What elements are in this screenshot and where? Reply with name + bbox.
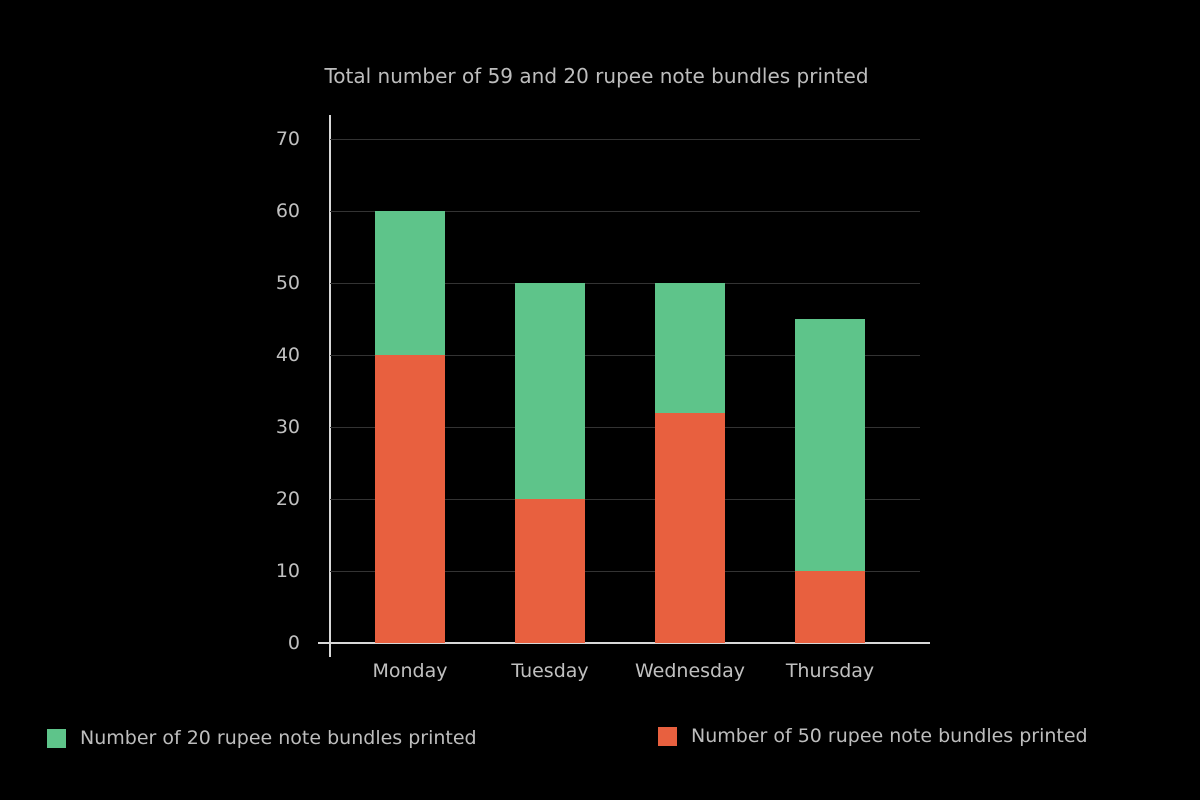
bar-segment-wednesday-50-rupee	[655, 412, 725, 643]
x-tick-label: Tuesday	[511, 660, 589, 682]
bar-segment-monday-50-rupee	[375, 355, 445, 643]
x-axis	[318, 642, 930, 644]
legend-item-50-rupee: Number of 50 rupee note bundles printed	[658, 725, 1088, 747]
gridline	[330, 427, 920, 428]
gridline	[330, 355, 920, 356]
y-tick-label: 60	[275, 200, 300, 222]
bar-segment-thursday-20-rupee	[795, 319, 865, 571]
bar-segment-wednesday-20-rupee	[655, 283, 725, 413]
gridline	[330, 499, 920, 500]
bar-segment-tuesday-50-rupee	[515, 499, 585, 643]
legend-swatch-green	[47, 728, 66, 748]
chart-title: Total number of 59 and 20 rupee note bun…	[324, 64, 869, 88]
bar-segment-thursday-50-rupee	[795, 571, 865, 643]
y-tick-label: 40	[275, 344, 300, 366]
gridline	[330, 571, 920, 572]
bar-segment-tuesday-20-rupee	[515, 283, 585, 499]
y-tick-label: 50	[275, 272, 300, 294]
x-tick-label: Thursday	[785, 660, 875, 682]
bar-segment-monday-20-rupee	[375, 211, 445, 355]
legend-label-20-rupee: Number of 20 rupee note bundles printed	[80, 727, 477, 749]
gridline	[330, 211, 920, 212]
y-tick-label: 0	[287, 632, 300, 654]
x-tick-label: Monday	[372, 660, 448, 682]
y-tick-label: 70	[275, 128, 300, 150]
y-tick-label: 30	[275, 416, 300, 438]
y-axis	[329, 115, 331, 657]
gridline	[330, 139, 920, 140]
legend-item-20-rupee: Number of 20 rupee note bundles printed	[47, 727, 477, 749]
y-tick-label: 10	[275, 560, 300, 582]
y-tick-label: 20	[275, 488, 300, 510]
gridline	[330, 283, 920, 284]
legend-swatch-red	[658, 726, 677, 746]
x-tick-label: Wednesday	[634, 660, 745, 682]
legend-label-50-rupee: Number of 50 rupee note bundles printed	[691, 725, 1088, 747]
